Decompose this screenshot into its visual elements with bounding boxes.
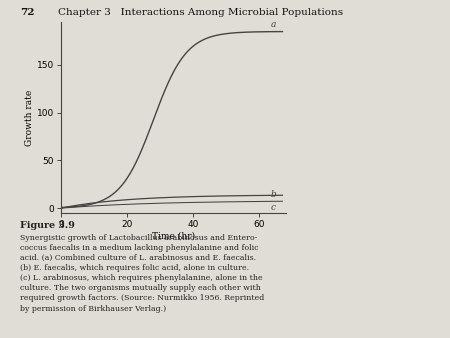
Text: Chapter 3   Interactions Among Microbial Populations: Chapter 3 Interactions Among Microbial P… bbox=[58, 8, 344, 18]
Text: Synergistic growth of Lactobacillus arabinosus and Entero-
coccus faecalis in a : Synergistic growth of Lactobacillus arab… bbox=[20, 234, 265, 313]
Y-axis label: Growth rate: Growth rate bbox=[25, 89, 34, 146]
Text: a: a bbox=[271, 20, 276, 29]
Text: b: b bbox=[271, 190, 277, 199]
X-axis label: Time (hr): Time (hr) bbox=[152, 232, 195, 241]
Text: 72: 72 bbox=[20, 8, 35, 18]
Text: c: c bbox=[271, 203, 276, 212]
Text: Figure 3.9: Figure 3.9 bbox=[20, 221, 75, 231]
